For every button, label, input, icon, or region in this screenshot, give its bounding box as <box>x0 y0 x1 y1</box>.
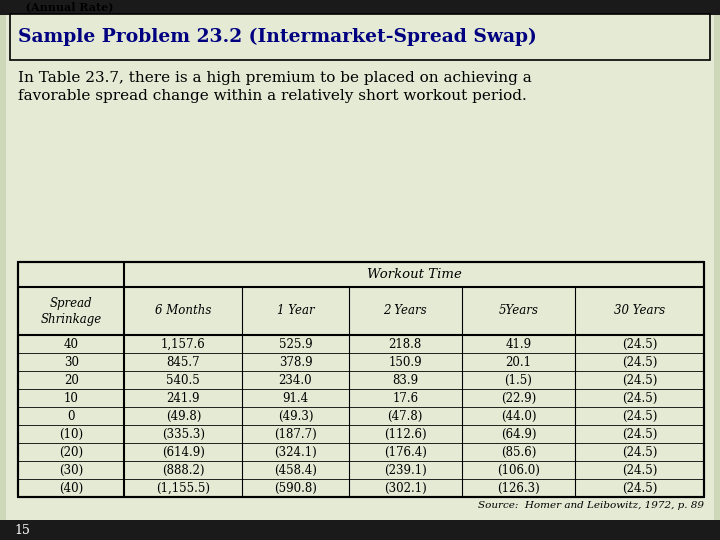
Text: (24.5): (24.5) <box>622 392 657 404</box>
Text: 6 Months: 6 Months <box>155 305 212 318</box>
Text: (24.5): (24.5) <box>622 409 657 422</box>
Text: (24.5): (24.5) <box>622 374 657 387</box>
Text: Spread
Shrinkage: Spread Shrinkage <box>40 296 102 326</box>
Text: 10: 10 <box>64 392 78 404</box>
Text: (49.3): (49.3) <box>278 409 313 422</box>
Text: (49.8): (49.8) <box>166 409 201 422</box>
Text: (187.7): (187.7) <box>274 428 317 441</box>
Text: 150.9: 150.9 <box>388 355 422 368</box>
Text: (590.8): (590.8) <box>274 482 317 495</box>
Text: 20: 20 <box>64 374 78 387</box>
Text: (176.4): (176.4) <box>384 446 427 458</box>
Text: 30 Years: 30 Years <box>614 305 665 318</box>
Text: (888.2): (888.2) <box>162 463 204 476</box>
Text: (1.5): (1.5) <box>505 374 532 387</box>
Text: Sample Problem 23.2 (Intermarket-Spread Swap): Sample Problem 23.2 (Intermarket-Spread … <box>18 28 536 46</box>
Text: 83.9: 83.9 <box>392 374 418 387</box>
Text: Workout Time: Workout Time <box>366 268 462 281</box>
Bar <box>18 262 704 497</box>
Text: 378.9: 378.9 <box>279 355 312 368</box>
Text: 241.9: 241.9 <box>166 392 200 404</box>
Text: (458.4): (458.4) <box>274 463 317 476</box>
Text: 0: 0 <box>68 409 75 422</box>
Text: 30: 30 <box>63 355 78 368</box>
Text: 2 Years: 2 Years <box>384 305 427 318</box>
Text: 218.8: 218.8 <box>389 338 422 350</box>
Text: (47.8): (47.8) <box>387 409 423 422</box>
Text: (Annual Rate): (Annual Rate) <box>18 1 113 12</box>
Text: (239.1): (239.1) <box>384 463 427 476</box>
Text: favorable spread change within a relatively short workout period.: favorable spread change within a relativ… <box>18 89 527 103</box>
Text: (126.3): (126.3) <box>497 482 540 495</box>
Text: (24.5): (24.5) <box>622 446 657 458</box>
Text: 17.6: 17.6 <box>392 392 418 404</box>
Text: 5Years: 5Years <box>498 305 539 318</box>
Text: (24.5): (24.5) <box>622 428 657 441</box>
Text: 40: 40 <box>63 338 78 350</box>
Bar <box>10 14 710 60</box>
Text: (24.5): (24.5) <box>622 355 657 368</box>
Text: 540.5: 540.5 <box>166 374 200 387</box>
Bar <box>0 520 720 540</box>
Text: 845.7: 845.7 <box>166 355 200 368</box>
Text: 1,157.6: 1,157.6 <box>161 338 206 350</box>
Text: (64.9): (64.9) <box>500 428 536 441</box>
Text: 525.9: 525.9 <box>279 338 312 350</box>
Text: 20.1: 20.1 <box>505 355 531 368</box>
Text: 15: 15 <box>14 523 30 537</box>
Text: (112.6): (112.6) <box>384 428 426 441</box>
Text: 1 Year: 1 Year <box>276 305 315 318</box>
Text: (44.0): (44.0) <box>500 409 536 422</box>
Text: (324.1): (324.1) <box>274 446 317 458</box>
Text: (24.5): (24.5) <box>622 463 657 476</box>
Text: (24.5): (24.5) <box>622 338 657 350</box>
Text: (40): (40) <box>59 482 84 495</box>
Text: (10): (10) <box>59 428 84 441</box>
Bar <box>0 0 720 15</box>
Text: (302.1): (302.1) <box>384 482 427 495</box>
Text: (22.9): (22.9) <box>501 392 536 404</box>
Text: (85.6): (85.6) <box>500 446 536 458</box>
Text: (20): (20) <box>59 446 84 458</box>
Text: 41.9: 41.9 <box>505 338 531 350</box>
Text: 234.0: 234.0 <box>279 374 312 387</box>
Text: 91.4: 91.4 <box>282 392 309 404</box>
Text: (106.0): (106.0) <box>497 463 540 476</box>
Text: In Table 23.7, there is a high premium to be placed on achieving a: In Table 23.7, there is a high premium t… <box>18 71 532 85</box>
Text: Source:  Homer and Leibowitz, 1972, p. 89: Source: Homer and Leibowitz, 1972, p. 89 <box>478 501 704 510</box>
Text: (614.9): (614.9) <box>162 446 204 458</box>
Text: (30): (30) <box>59 463 84 476</box>
Text: (335.3): (335.3) <box>162 428 204 441</box>
Text: (24.5): (24.5) <box>622 482 657 495</box>
Text: (1,155.5): (1,155.5) <box>156 482 210 495</box>
